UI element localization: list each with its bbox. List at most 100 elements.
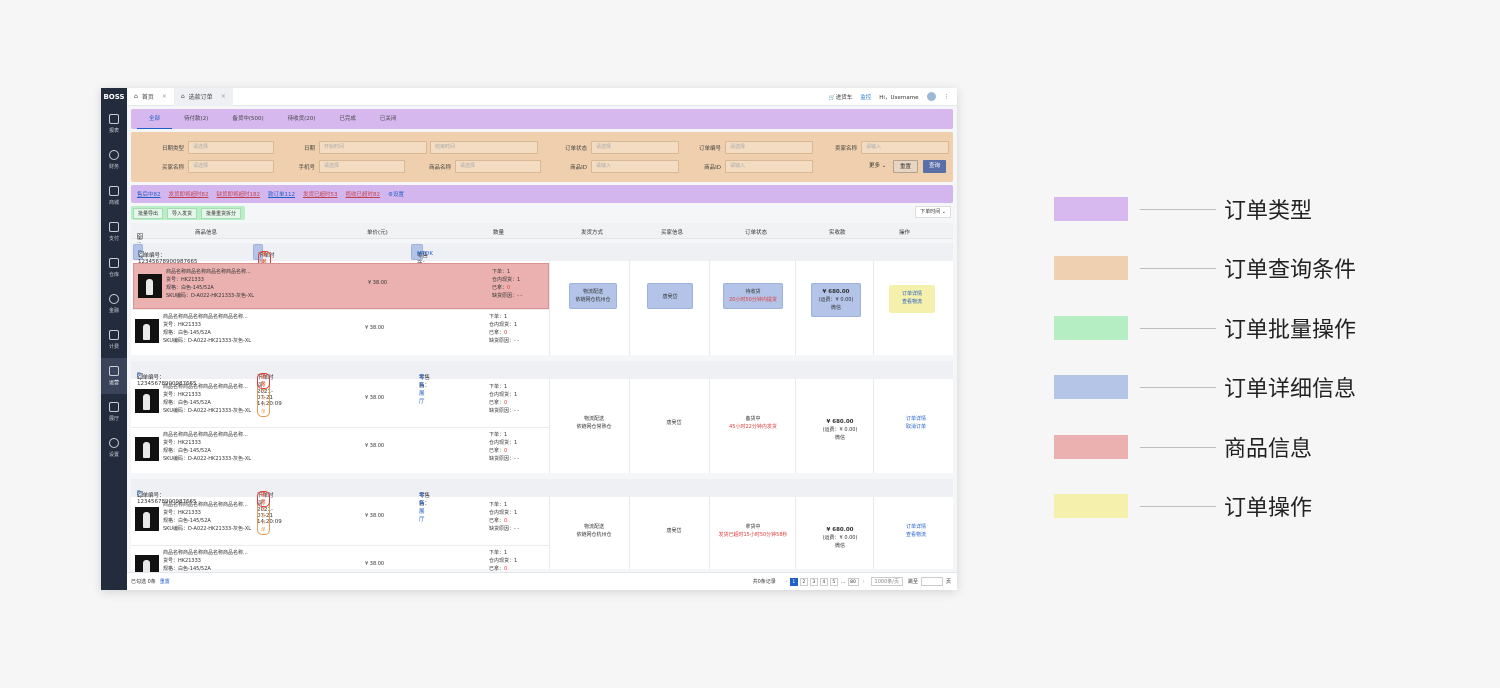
import-shipping-button[interactable]: 导入发货	[167, 207, 198, 219]
more-button[interactable]: 更多 ⌄	[869, 163, 887, 169]
sidebar-item-billing[interactable]: 计费	[101, 322, 127, 358]
tab-all[interactable]: 全部	[137, 109, 173, 129]
filter-pickup-timeout[interactable]: 揽收已超时82	[345, 192, 381, 198]
next-page-icon[interactable]: ›	[862, 578, 865, 585]
more-icon[interactable]: ⋮	[943, 93, 950, 100]
product-name[interactable]: 商品名称商品名称商品名称商品名称...	[163, 432, 248, 438]
order-action-link[interactable]: 查看物流	[901, 299, 922, 305]
filter-settings[interactable]: ⚙设置	[388, 192, 404, 198]
search-button[interactable]: 查询	[923, 160, 947, 173]
order-action-link[interactable]: 取消订单	[905, 424, 926, 430]
clear-selection-link[interactable]: 重置	[159, 579, 170, 585]
buyer-info[interactable]: 唐吴岱	[666, 420, 682, 426]
checkbox[interactable]	[137, 233, 143, 239]
order-block: 订单编号：12345678900987665 ⎘下单时间：2021-07-21 …	[131, 361, 953, 473]
status-badge: 先款待发订单	[257, 373, 270, 417]
page-last[interactable]: 80	[847, 577, 859, 586]
cart-link[interactable]: 🛒进货车	[828, 94, 853, 101]
order-action-link[interactable]: 查看物流	[905, 532, 926, 538]
tab-pending-payment[interactable]: 待付款(2)	[184, 116, 209, 122]
product-name[interactable]: 商品名称商品名称商品名称商品名称...	[163, 314, 248, 320]
legend-item: 订单查询条件	[1054, 252, 1356, 284]
retailer-link[interactable]: 零售展厅	[419, 493, 425, 523]
monitor-link[interactable]: 监控	[860, 94, 872, 101]
sidebar-item-finance[interactable]: 财务	[101, 142, 127, 178]
filter-after-sale[interactable]: 售后中82	[137, 192, 161, 198]
product-thumbnail[interactable]	[138, 274, 162, 298]
legend-item: 订单详细信息	[1054, 371, 1356, 403]
page-3[interactable]: 3	[809, 577, 818, 586]
page-5[interactable]: 5	[829, 577, 838, 586]
order-detail-link[interactable]: 订单详情	[901, 291, 922, 297]
total-records: 共0条记录	[752, 579, 776, 585]
col-divider	[549, 261, 550, 355]
legend-label: 订单查询条件	[1224, 258, 1357, 283]
goto-page-input[interactable]	[920, 577, 943, 586]
page-size-select[interactable]: 1000条/页	[870, 577, 903, 586]
filter-ship-timeout[interactable]: 发货已超时53	[303, 192, 338, 198]
buyer-info[interactable]: 唐吴岱	[647, 283, 693, 309]
row-divider	[131, 545, 549, 546]
sidebar-item-settings[interactable]: 设置	[101, 430, 127, 466]
checkbox[interactable]	[137, 373, 143, 379]
sidebar-item-warehouse[interactable]: 仓库	[101, 250, 127, 286]
copy-icon[interactable]: ⎘	[137, 373, 142, 379]
sidebar-item-mall[interactable]: 商城	[101, 178, 127, 214]
sidebar-item-finance2[interactable]: 金融	[101, 286, 127, 322]
order-block: 订单编号：12345678900987665 ⎘下单时间：2021-07-21 …	[131, 479, 953, 580]
order-operations: 订单详情 取消订单	[881, 415, 951, 431]
close-icon[interactable]: ×	[161, 93, 167, 100]
avatar[interactable]	[926, 92, 936, 101]
batch-split-button[interactable]: 批量重货拆分	[201, 207, 242, 219]
product-thumbnail[interactable]	[135, 437, 159, 461]
legend-swatch	[1054, 197, 1128, 221]
page-1[interactable]: 1	[789, 577, 798, 586]
product-name[interactable]: 商品名称商品名称商品名称商品名称...	[166, 269, 251, 275]
status-badge: 提起	[257, 373, 270, 389]
legend-item: 订单操作	[1054, 490, 1312, 522]
sidebar-item-reports[interactable]: 报表	[101, 106, 127, 142]
product-thumbnail[interactable]	[135, 507, 159, 531]
sidebar-item-payment[interactable]: 支付	[101, 214, 127, 250]
page-ellipsis: ...	[840, 578, 846, 585]
tab-closed[interactable]: 已关闭	[379, 116, 397, 122]
checkbox[interactable]	[138, 251, 144, 257]
filter-stock-soon-timeout[interactable]: 缺货即将超时182	[216, 192, 261, 198]
page-4[interactable]: 4	[819, 577, 828, 586]
product-name[interactable]: 商品名称商品名称商品名称商品名称...	[163, 550, 248, 556]
product-thumbnail[interactable]	[135, 389, 159, 413]
copy-icon[interactable]: ⎘	[138, 251, 143, 257]
product-name[interactable]: 商品名称商品名称商品名称商品名称...	[163, 384, 248, 390]
tab-completed[interactable]: 已完成	[339, 116, 356, 122]
batch-export-button[interactable]: 批量导出	[133, 207, 164, 219]
retailer-link[interactable]: 零售展厅	[419, 375, 425, 405]
product-thumbnail[interactable]	[135, 319, 159, 343]
qty-ordered: 下单：1	[492, 269, 511, 275]
prev-page-icon[interactable]: ‹	[785, 578, 788, 585]
tab-to-receive[interactable]: 待收货(20)	[287, 116, 316, 122]
tab-orders[interactable]: ⌂ 选款订单 ×	[173, 88, 233, 106]
retailer-link[interactable]: MTDK	[417, 251, 433, 257]
close-icon[interactable]: ×	[220, 93, 226, 100]
order-detail-link[interactable]: 订单详情	[905, 524, 926, 530]
filter-ship-soon-timeout[interactable]: 发货即将超时82	[168, 192, 209, 198]
bookmark-icon	[109, 366, 119, 376]
tab-preparing[interactable]: 备货中(500)	[232, 116, 264, 122]
reset-button[interactable]: 重置	[893, 160, 919, 173]
tab-home[interactable]: ⌂ 首页 ×	[134, 93, 167, 101]
product-sku: SKU编码：D-A022-HK21333-灰色-XL	[163, 526, 252, 532]
sort-select[interactable]: 下单时间 ⌄	[915, 206, 951, 218]
buyer-info[interactable]: 唐吴岱	[666, 528, 682, 534]
legend-label: 订单类型	[1224, 199, 1313, 224]
col-divider	[629, 379, 630, 473]
product-name[interactable]: 商品名称商品名称商品名称商品名称...	[163, 502, 248, 508]
col-divider	[795, 379, 796, 473]
filter-orders[interactable]: 款订单112	[268, 192, 295, 198]
order-detail-link[interactable]: 订单详情	[905, 416, 926, 422]
col-paid: 实收款	[829, 230, 846, 236]
sidebar-item-operations[interactable]: 运营	[101, 358, 127, 394]
checkbox[interactable]	[137, 491, 143, 497]
copy-icon[interactable]: ⎘	[137, 491, 142, 497]
page-2[interactable]: 2	[799, 577, 808, 586]
sidebar-item-showroom[interactable]: 展厅	[101, 394, 127, 430]
